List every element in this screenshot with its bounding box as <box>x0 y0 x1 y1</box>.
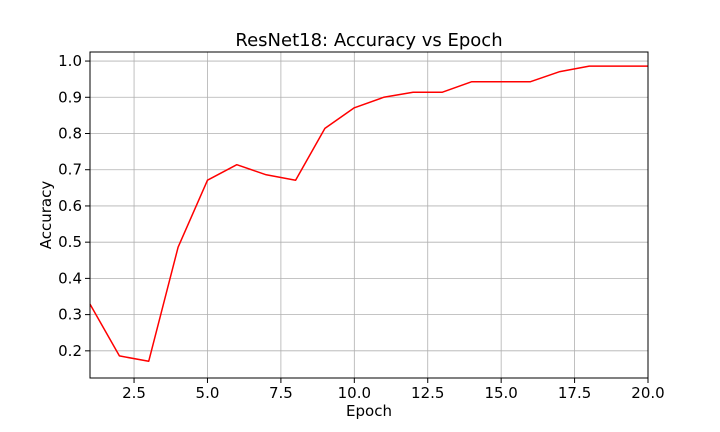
plot-area-frame <box>89 51 649 379</box>
grid-lines <box>90 52 649 378</box>
y-tick-label: 0.6 <box>58 197 82 215</box>
y-tick-label: 1.0 <box>58 52 82 70</box>
x-tick-label: 12.5 <box>411 384 444 402</box>
x-axis-label: Epoch <box>346 402 392 420</box>
x-tick-label: 7.5 <box>269 384 293 402</box>
x-tick-label: 20.0 <box>631 384 664 402</box>
y-tick-label: 0.4 <box>58 269 82 287</box>
x-axis-ticks: 2.5 5.0 7.5 10.0 12.5 15.0 17.5 20.0 <box>122 378 665 402</box>
x-tick-label: 10.0 <box>338 384 371 402</box>
y-tick-label: 0.3 <box>58 306 82 324</box>
y-tick-label: 0.5 <box>58 233 82 251</box>
y-tick-label: 0.8 <box>58 125 82 143</box>
x-tick-label: 2.5 <box>122 384 146 402</box>
y-axis-label: Accuracy <box>37 181 55 250</box>
accuracy-series-line <box>89 65 648 363</box>
x-tick-label: 17.5 <box>558 384 591 402</box>
x-tick-label: 15.0 <box>484 384 517 402</box>
x-tick-label: 5.0 <box>196 384 220 402</box>
y-tick-label: 0.7 <box>58 161 82 179</box>
y-axis-ticks: 0.2 0.3 0.4 0.5 0.6 0.7 0.8 0.9 1.0 <box>58 52 90 360</box>
y-tick-label: 0.2 <box>58 342 82 360</box>
chart-title: ResNet18: Accuracy vs Epoch <box>235 30 502 51</box>
y-tick-label: 0.9 <box>58 88 82 106</box>
